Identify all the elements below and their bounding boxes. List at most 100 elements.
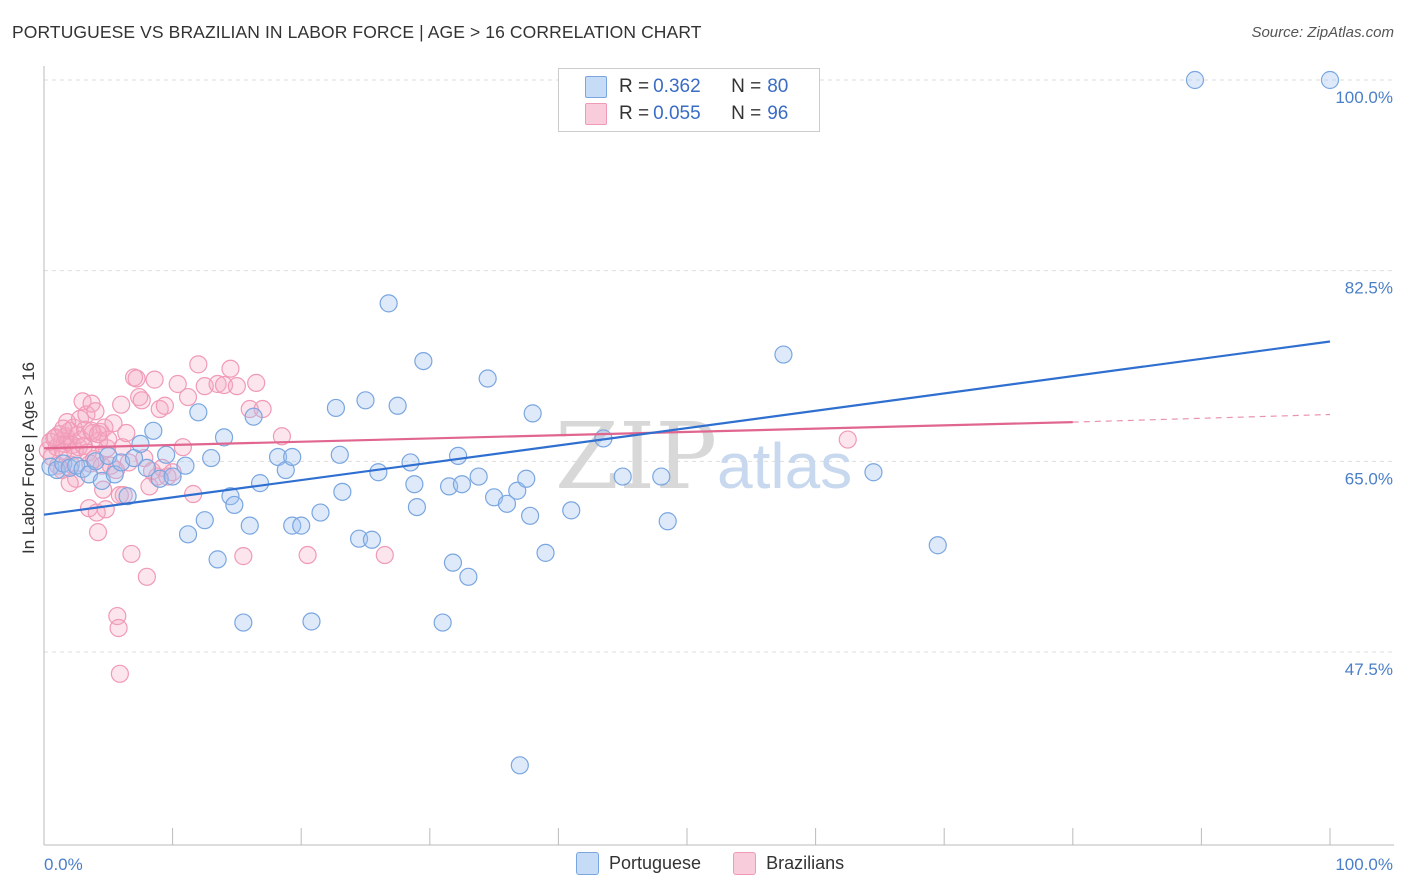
- portuguese-point: [311, 503, 330, 522]
- portuguese-point: [405, 475, 424, 494]
- portuguese-point: [240, 516, 259, 535]
- brazilians-point: [145, 370, 164, 389]
- stats-legend: R = 0.362 N = 80 R = 0.055 N = 96: [558, 68, 820, 132]
- portuguese-trend-line: [43, 340, 1331, 516]
- portuguese-point: [362, 530, 382, 549]
- portuguese-point: [562, 501, 581, 520]
- watermark-zip: ZIP: [555, 403, 717, 510]
- portuguese-point: [244, 407, 263, 426]
- portuguese-point: [379, 294, 398, 313]
- x-tick-labels: 0.0% 100.0%: [44, 855, 1393, 874]
- y-tick-label: 65.0%: [1345, 469, 1393, 488]
- brazilians-point: [168, 374, 187, 394]
- portuguese-point: [292, 516, 311, 535]
- legend-item-brazilians[interactable]: Brazilians: [733, 852, 844, 875]
- portuguese-point: [369, 463, 388, 482]
- portuguese-point: [1185, 70, 1205, 90]
- brazilians-point: [60, 474, 79, 493]
- brazilians-point: [227, 377, 246, 396]
- portuguese-point: [283, 447, 302, 467]
- portuguese-point: [459, 567, 478, 586]
- watermark-atlas: atlas: [717, 430, 852, 502]
- brazilians-point: [208, 374, 227, 394]
- portuguese-point: [195, 511, 214, 530]
- brazilians-point: [54, 419, 73, 438]
- portuguese-point: [208, 550, 227, 569]
- legend-label-portuguese: Portuguese: [609, 853, 702, 873]
- y-tick-labels: 47.5% 65.0% 82.5% 100.0%: [1335, 88, 1393, 679]
- legend-swatch-portuguese: [576, 852, 599, 875]
- portuguese-point: [356, 391, 375, 410]
- legend-n-value: 80: [767, 76, 789, 97]
- y-tick-label: 82.5%: [1345, 279, 1393, 298]
- portuguese-point: [401, 453, 420, 472]
- portuguese-point: [333, 482, 352, 501]
- legend-row-portuguese: R = 0.362 N = 80: [585, 76, 788, 98]
- portuguese-point: [774, 345, 793, 364]
- legend-item-portuguese[interactable]: Portuguese: [576, 852, 701, 875]
- legend-row-brazilians: R = 0.055 N = 96: [585, 103, 788, 125]
- y-axis-label: In Labor Force | Age > 16: [19, 362, 38, 554]
- portuguese-point: [613, 467, 632, 486]
- portuguese-point: [414, 351, 433, 371]
- brazilians-point: [117, 423, 136, 443]
- brazilians-point: [178, 387, 198, 407]
- brazilians-point: [112, 395, 131, 414]
- brazilians-point: [110, 664, 129, 683]
- legend-r-label: R =: [619, 76, 650, 97]
- portuguese-point: [178, 525, 198, 544]
- brazilians-points: [38, 355, 857, 683]
- portuguese-point: [250, 474, 270, 493]
- portuguese-point: [214, 428, 234, 447]
- brazilians-point: [137, 567, 156, 586]
- brazilians-point: [272, 427, 292, 446]
- watermark: ZIP atlas: [555, 403, 852, 510]
- portuguese-point: [536, 543, 555, 562]
- portuguese-point: [176, 456, 195, 475]
- portuguese-point: [118, 487, 137, 506]
- portuguese-point: [864, 463, 883, 482]
- brazilians-point: [221, 359, 240, 378]
- portuguese-point: [510, 756, 529, 775]
- portuguese-point: [157, 445, 176, 464]
- legend-n-value: 96: [767, 103, 789, 124]
- brazilians-point: [298, 545, 317, 565]
- y-tick-label: 100.0%: [1335, 88, 1393, 107]
- portuguese-point: [163, 467, 182, 486]
- portuguese-point: [433, 613, 452, 632]
- legend-r-label: R =: [619, 103, 650, 124]
- portuguese-point: [448, 446, 468, 465]
- brazilians-point: [189, 355, 208, 374]
- portuguese-point: [1320, 70, 1340, 90]
- x-tick-label: 100.0%: [1335, 855, 1393, 874]
- portuguese-point: [497, 494, 517, 513]
- portuguese-point: [452, 475, 472, 494]
- portuguese-point: [225, 495, 244, 515]
- portuguese-point: [302, 612, 321, 631]
- portuguese-point: [443, 553, 463, 572]
- portuguese-point: [349, 529, 369, 548]
- y-tick-label: 47.5%: [1345, 660, 1393, 679]
- portuguese-point: [652, 467, 671, 486]
- brazilians-trend-extension: [1072, 413, 1331, 423]
- brazilians-point: [99, 430, 118, 449]
- portuguese-point: [131, 434, 150, 454]
- brazilians-point: [109, 618, 128, 638]
- portuguese-point: [407, 497, 427, 517]
- portuguese-point: [137, 458, 156, 477]
- portuguese-point: [928, 536, 947, 555]
- brazilians-point: [132, 391, 151, 410]
- legend-n-label: N =: [731, 103, 762, 124]
- brazilians-point: [375, 545, 394, 565]
- portuguese-point: [523, 404, 542, 423]
- legend-swatch-portuguese: [585, 76, 607, 98]
- legend-r-value: 0.055: [653, 103, 701, 124]
- grid-lines: [44, 79, 1394, 653]
- brazilians-point: [130, 387, 149, 407]
- brazilians-point: [122, 544, 141, 564]
- portuguese-point: [234, 613, 253, 632]
- brazilians-point: [140, 477, 159, 496]
- portuguese-point: [658, 512, 677, 531]
- brazilians-point: [234, 547, 253, 566]
